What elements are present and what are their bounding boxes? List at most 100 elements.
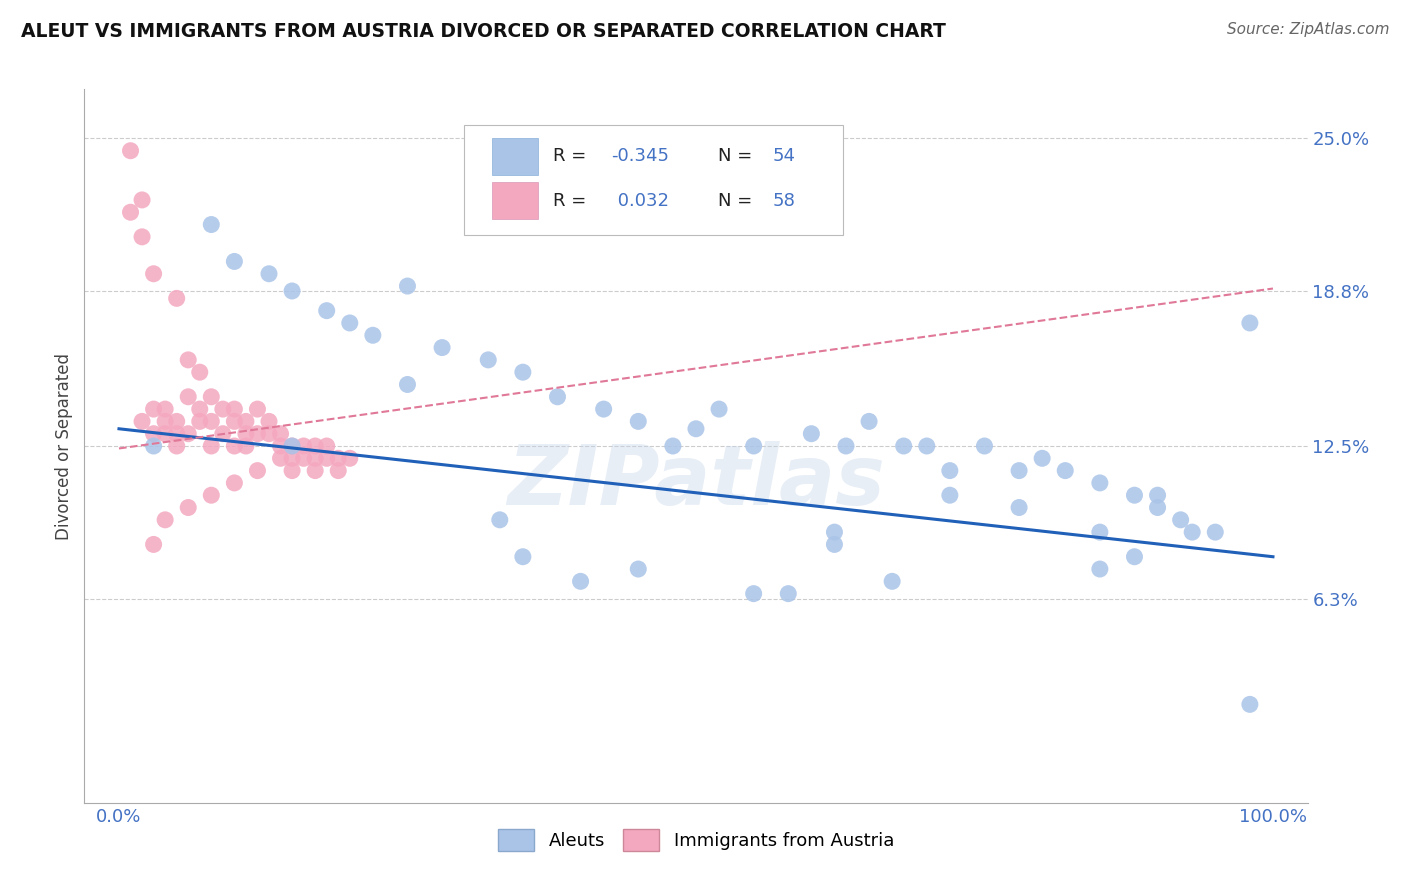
Point <box>246 402 269 417</box>
Point <box>153 513 176 527</box>
Point <box>166 414 188 428</box>
Point <box>211 426 233 441</box>
Point <box>224 254 246 268</box>
Point <box>800 426 823 441</box>
Point <box>1170 513 1192 527</box>
Point <box>142 439 165 453</box>
Point <box>1123 549 1146 564</box>
Point <box>893 439 915 453</box>
Point <box>304 464 326 478</box>
Point <box>281 451 304 466</box>
Point <box>1204 525 1226 540</box>
Point <box>177 426 200 441</box>
Point <box>188 414 211 428</box>
Point <box>1181 525 1204 540</box>
Point <box>1123 488 1146 502</box>
Point <box>1146 500 1168 515</box>
Point <box>315 439 337 453</box>
Point <box>153 414 176 428</box>
Point <box>281 439 304 453</box>
Y-axis label: Divorced or Separated: Divorced or Separated <box>55 352 73 540</box>
Point <box>235 439 257 453</box>
Point <box>304 451 326 466</box>
Point <box>188 365 211 379</box>
Point <box>211 402 233 417</box>
Point <box>315 303 337 318</box>
Point <box>1088 525 1111 540</box>
Point <box>142 426 165 441</box>
Point <box>1008 464 1031 478</box>
Point <box>547 390 569 404</box>
FancyBboxPatch shape <box>492 182 538 219</box>
Point <box>153 426 176 441</box>
Point <box>569 574 592 589</box>
Point <box>131 230 153 244</box>
Point <box>707 402 730 417</box>
Point <box>512 365 534 379</box>
Point <box>224 402 246 417</box>
Point <box>224 475 246 490</box>
Point <box>142 267 165 281</box>
Point <box>200 390 222 404</box>
Text: R =: R = <box>553 192 586 210</box>
Point <box>742 587 765 601</box>
Text: -0.345: -0.345 <box>612 147 669 165</box>
Point <box>662 439 685 453</box>
Point <box>120 144 142 158</box>
Point <box>328 464 350 478</box>
Point <box>281 284 304 298</box>
Point <box>270 426 292 441</box>
Point <box>270 451 292 466</box>
Point <box>131 414 153 428</box>
Point <box>235 426 257 441</box>
Text: N =: N = <box>718 192 752 210</box>
Point <box>142 537 165 551</box>
Point <box>177 500 200 515</box>
Point <box>304 439 326 453</box>
Point <box>292 451 315 466</box>
Point <box>627 562 650 576</box>
Point <box>270 439 292 453</box>
Point <box>685 422 707 436</box>
Point <box>1239 698 1261 712</box>
Text: 54: 54 <box>773 147 796 165</box>
Point <box>166 439 188 453</box>
Point <box>396 377 419 392</box>
Point <box>292 439 315 453</box>
Point <box>281 464 304 478</box>
Point <box>973 439 995 453</box>
Point <box>166 426 188 441</box>
Point <box>915 439 938 453</box>
FancyBboxPatch shape <box>464 125 842 235</box>
Point <box>246 464 269 478</box>
Point <box>200 488 222 502</box>
Point <box>823 537 845 551</box>
Point <box>1146 488 1168 502</box>
Point <box>200 218 222 232</box>
Text: R =: R = <box>553 147 586 165</box>
Point <box>858 414 880 428</box>
Point <box>1088 562 1111 576</box>
Point <box>882 574 904 589</box>
Text: 58: 58 <box>773 192 796 210</box>
Point <box>339 316 361 330</box>
Point <box>835 439 858 453</box>
Text: N =: N = <box>718 147 752 165</box>
Point <box>1008 500 1031 515</box>
Point <box>488 513 510 527</box>
Point <box>257 267 280 281</box>
Point <box>1088 475 1111 490</box>
Point <box>823 525 845 540</box>
Text: ZIPatlas: ZIPatlas <box>508 442 884 522</box>
Text: Source: ZipAtlas.com: Source: ZipAtlas.com <box>1226 22 1389 37</box>
Point <box>361 328 384 343</box>
Point <box>339 451 361 466</box>
Point <box>939 488 962 502</box>
Point <box>177 390 200 404</box>
Point <box>430 341 453 355</box>
Point <box>200 439 222 453</box>
Point <box>1031 451 1053 466</box>
Point <box>246 426 269 441</box>
Point <box>224 439 246 453</box>
Point <box>257 414 280 428</box>
